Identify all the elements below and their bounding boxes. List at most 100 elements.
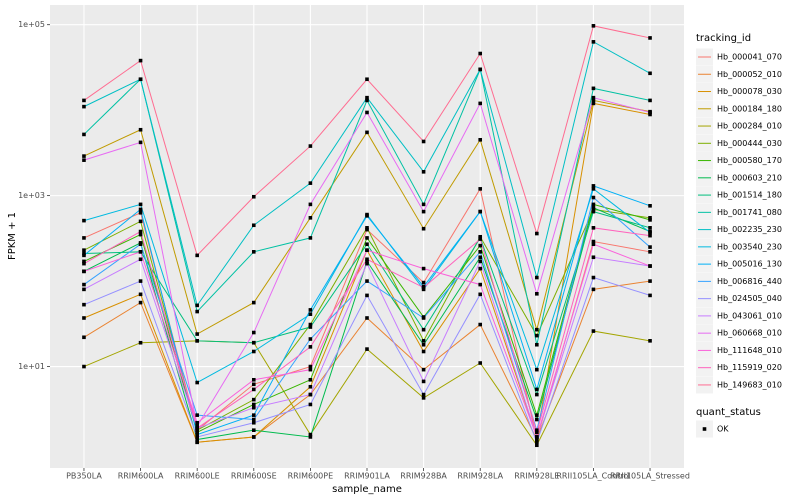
data-point bbox=[478, 361, 483, 365]
data-point bbox=[82, 269, 86, 274]
data-point bbox=[138, 257, 143, 262]
data-point bbox=[591, 202, 596, 207]
data-point bbox=[478, 237, 483, 241]
data-point bbox=[365, 110, 369, 115]
data-point bbox=[195, 253, 199, 258]
legend-label: Hb_000052_010 bbox=[717, 70, 782, 79]
data-point bbox=[535, 387, 539, 392]
data-point bbox=[648, 71, 652, 76]
data-point bbox=[138, 340, 143, 345]
legend-label: Hb_149683_010 bbox=[717, 380, 782, 389]
data-point bbox=[365, 257, 369, 262]
legend-label: Hb_000444_030 bbox=[717, 139, 782, 148]
data-point bbox=[648, 230, 652, 235]
data-point bbox=[251, 300, 256, 305]
data-point bbox=[138, 242, 143, 247]
data-point bbox=[308, 202, 313, 207]
data-point bbox=[648, 216, 652, 220]
data-point bbox=[535, 392, 539, 397]
data-point bbox=[648, 264, 652, 268]
data-point bbox=[421, 139, 426, 144]
data-point bbox=[421, 342, 426, 347]
data-point bbox=[308, 392, 313, 397]
data-point bbox=[138, 219, 143, 224]
data-point bbox=[251, 435, 256, 439]
data-point bbox=[421, 287, 426, 292]
data-point bbox=[308, 402, 313, 407]
data-point bbox=[421, 266, 426, 271]
data-point bbox=[591, 184, 596, 188]
data-point bbox=[82, 316, 86, 320]
x-tick-label: RRIM600LA bbox=[118, 472, 164, 481]
data-point bbox=[251, 402, 256, 407]
data-point bbox=[251, 349, 256, 354]
data-point bbox=[308, 322, 313, 327]
data-point bbox=[535, 333, 539, 338]
data-point bbox=[82, 154, 86, 158]
data-point bbox=[591, 40, 596, 44]
y-tick-label: 1e+05 bbox=[18, 20, 45, 29]
legend-title: tracking_id bbox=[696, 33, 751, 44]
data-point bbox=[138, 140, 143, 145]
point-legend-title: quant_status bbox=[696, 407, 761, 418]
data-point bbox=[478, 101, 483, 106]
data-point bbox=[251, 387, 256, 392]
data-point bbox=[195, 440, 199, 445]
data-point bbox=[138, 127, 143, 132]
data-point bbox=[535, 327, 539, 332]
legend-point bbox=[702, 427, 707, 431]
data-point bbox=[478, 67, 483, 72]
data-point bbox=[308, 181, 313, 185]
data-point bbox=[591, 275, 596, 280]
data-point bbox=[195, 309, 199, 314]
data-point bbox=[195, 380, 199, 385]
data-point bbox=[138, 58, 143, 63]
data-point bbox=[308, 432, 313, 437]
data-point bbox=[535, 428, 539, 432]
data-point bbox=[138, 232, 143, 237]
y-tick-label: 1e+03 bbox=[18, 191, 45, 200]
data-point bbox=[365, 347, 369, 351]
data-point bbox=[251, 377, 256, 382]
data-point bbox=[308, 364, 313, 369]
data-point bbox=[365, 214, 369, 218]
data-point bbox=[195, 430, 199, 435]
data-point bbox=[478, 255, 483, 260]
x-tick-label: RRIM600PE bbox=[288, 472, 334, 481]
data-point bbox=[648, 110, 652, 115]
data-point bbox=[251, 223, 256, 228]
data-point bbox=[591, 98, 596, 103]
data-point bbox=[365, 130, 369, 135]
data-point bbox=[251, 420, 256, 425]
data-point bbox=[365, 98, 369, 103]
data-point bbox=[82, 251, 86, 256]
data-point bbox=[421, 339, 426, 343]
data-point bbox=[308, 236, 313, 240]
data-point bbox=[421, 316, 426, 320]
data-point bbox=[478, 51, 483, 56]
data-point bbox=[82, 98, 86, 103]
data-point bbox=[251, 250, 256, 254]
data-point bbox=[251, 405, 256, 410]
data-point bbox=[82, 259, 86, 264]
data-point bbox=[365, 227, 369, 232]
data-point bbox=[421, 392, 426, 397]
data-point bbox=[535, 443, 539, 448]
data-point bbox=[421, 327, 426, 332]
data-point bbox=[365, 226, 369, 230]
data-point bbox=[308, 345, 313, 349]
legend-label: Hb_005016_130 bbox=[717, 260, 782, 269]
data-point bbox=[478, 209, 483, 214]
data-point bbox=[251, 428, 256, 432]
data-point bbox=[648, 218, 652, 222]
data-point bbox=[591, 242, 596, 247]
data-point bbox=[82, 104, 86, 109]
data-point bbox=[308, 312, 313, 316]
data-point bbox=[535, 430, 539, 435]
legend-label: Hb_002235_230 bbox=[717, 225, 782, 234]
data-point bbox=[308, 325, 313, 329]
data-point bbox=[82, 364, 86, 369]
data-point bbox=[478, 266, 483, 271]
data-point bbox=[251, 397, 256, 402]
